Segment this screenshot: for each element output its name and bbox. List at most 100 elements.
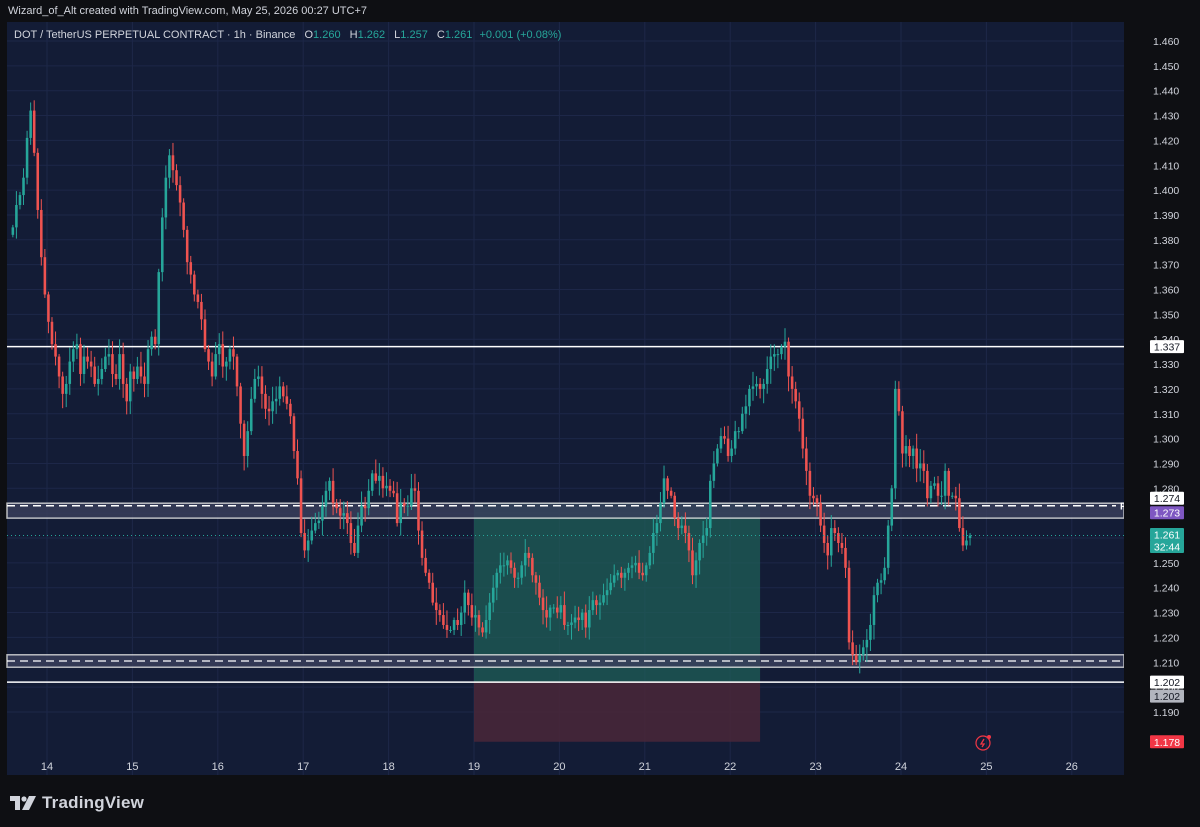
- candle-body: [954, 495, 958, 499]
- candle-body: [385, 485, 388, 489]
- candle-body: [438, 610, 442, 616]
- candle-body: [719, 436, 723, 449]
- candle-body: [335, 503, 338, 509]
- candle-body: [723, 436, 726, 439]
- candle-body: [260, 376, 264, 394]
- candle-body: [758, 383, 762, 389]
- candle-body: [705, 528, 709, 536]
- legend-change: +0.001 (+0.08%): [479, 29, 562, 41]
- candle-body: [374, 473, 378, 481]
- candle-body: [840, 542, 844, 548]
- candle-body: [570, 622, 573, 625]
- y-tick-label: 1.420: [1153, 135, 1179, 147]
- candle-body: [410, 488, 413, 506]
- candle-body: [787, 341, 790, 377]
- candle-body: [285, 396, 289, 404]
- candle-body: [854, 654, 858, 663]
- candle-body: [121, 354, 125, 384]
- candle-body: [602, 595, 605, 603]
- candle-body: [185, 229, 189, 263]
- candle-body: [499, 565, 502, 573]
- candle-body: [203, 319, 207, 350]
- candle-body: [844, 547, 847, 568]
- candle-body: [694, 560, 698, 576]
- candle-body: [555, 607, 559, 613]
- candle-body: [367, 490, 370, 509]
- candle-body: [716, 448, 719, 464]
- legend-low-label: L: [394, 29, 401, 41]
- candle-body: [104, 356, 107, 370]
- candle-body: [228, 349, 232, 362]
- candle-body: [210, 361, 214, 377]
- candle-body: [171, 155, 175, 171]
- candle-body: [684, 525, 687, 534]
- candle-body: [267, 408, 271, 412]
- y-tick-label: 1.450: [1153, 61, 1179, 73]
- candle-body: [146, 349, 150, 384]
- candle-body: [879, 580, 883, 583]
- candle-body: [819, 503, 822, 526]
- candle-body: [627, 567, 630, 573]
- candle-body: [933, 483, 936, 486]
- header-bar: Wizard_of_Alt created with TradingView.c…: [0, 0, 1200, 22]
- candle-body: [427, 572, 431, 583]
- candle-body: [306, 540, 310, 551]
- x-tick-label: 14: [41, 761, 53, 773]
- candle-body: [413, 488, 417, 491]
- candle-body: [470, 605, 474, 618]
- candle-body: [64, 383, 68, 394]
- tradingview-logo-icon: [10, 796, 36, 810]
- candle-body: [762, 383, 765, 389]
- candle-body: [463, 592, 467, 613]
- candle-body: [452, 620, 456, 630]
- candle-body: [901, 411, 904, 454]
- candle-body: [612, 575, 616, 583]
- candle-body: [961, 528, 965, 546]
- candle-body: [477, 615, 481, 628]
- candle-body: [783, 341, 787, 347]
- candle-body: [837, 533, 840, 543]
- candle-body: [96, 378, 100, 384]
- long-position-profit-zone: [474, 503, 761, 683]
- candle-body: [666, 478, 669, 491]
- candle-body: [303, 533, 306, 551]
- candle-body: [381, 475, 385, 489]
- price-label-text: 1.261: [1154, 530, 1180, 542]
- candle-body: [495, 572, 499, 588]
- price-label-level: 1.202: [1150, 675, 1184, 689]
- tradingview-logo[interactable]: TradingView: [10, 793, 144, 813]
- legend-close-label: C: [436, 29, 445, 41]
- candle-body: [965, 540, 968, 546]
- candle-body: [79, 344, 82, 374]
- price-label-text: 32:44: [1154, 542, 1180, 554]
- candle-body: [801, 418, 805, 449]
- candle-body: [346, 513, 349, 524]
- y-tick-label: 1.310: [1153, 409, 1179, 421]
- long-position-loss-zone: [474, 682, 761, 742]
- candle-body: [22, 177, 25, 196]
- candle-body: [136, 366, 139, 379]
- candle-body: [378, 475, 381, 481]
- price-label-box: [1150, 689, 1184, 703]
- candle-body: [128, 371, 132, 402]
- y-tick-label: 1.300: [1153, 434, 1179, 446]
- candle-body: [591, 600, 595, 611]
- candle-body: [417, 490, 420, 531]
- legend-high-value: 1.262: [357, 29, 386, 41]
- candle-body: [299, 478, 303, 534]
- candle-body: [107, 354, 111, 357]
- candle-body: [111, 354, 114, 374]
- candle-body: [420, 530, 424, 558]
- candle-body: [356, 525, 360, 553]
- candle-body: [538, 582, 541, 598]
- candle-body: [392, 490, 395, 494]
- price-label-poc: 1.273: [1150, 506, 1184, 520]
- candle-body: [548, 607, 552, 618]
- candle-body: [72, 349, 75, 362]
- candle-body: [11, 227, 15, 235]
- candle-body: [321, 505, 324, 521]
- candle-body: [940, 495, 943, 497]
- candle-body: [826, 542, 829, 556]
- legend-close-value: 1.261: [444, 29, 473, 41]
